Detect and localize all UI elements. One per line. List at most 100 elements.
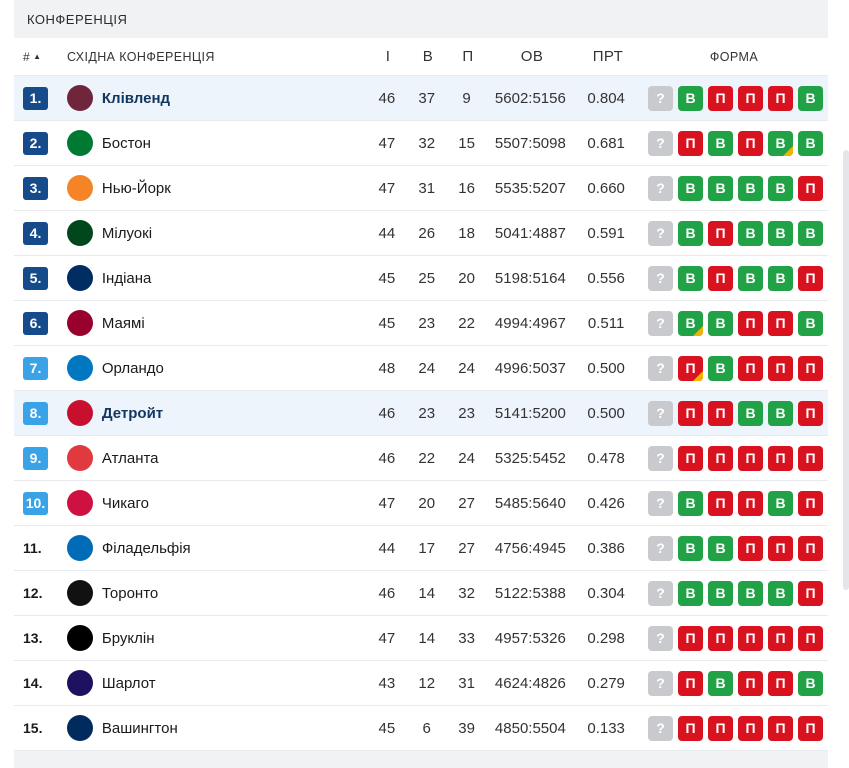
form-loss: П (738, 310, 764, 336)
nets-logo-icon (66, 625, 93, 651)
games-cell: 45 (378, 314, 396, 332)
team-cell[interactable]: Маямі (56, 310, 362, 336)
table-row[interactable]: 12. Торонто 46 14 32 5122:5388 0.304 ? В В… (14, 571, 828, 616)
standings-table: # ▲ СХІДНА КОНФЕРЕНЦІЯ І В П ОВ ПРТ ФОРМ… (14, 38, 828, 751)
team-name[interactable]: Клівленд (101, 89, 171, 107)
team-name[interactable]: Індіана (101, 269, 152, 287)
rank-badge: 6. (23, 311, 48, 335)
losses-cell: 31 (458, 674, 475, 692)
form-cell: ? П П П П П (638, 715, 828, 741)
form-loss: П (678, 670, 704, 696)
rank-cell: 3. (14, 176, 56, 200)
losses-cell: 24 (458, 449, 475, 467)
table-row[interactable]: 6. Маямі 45 23 22 4994:4967 0.511 ? В В П П В (14, 301, 828, 346)
games-cell: 47 (378, 629, 396, 647)
team-cell[interactable]: Індіана (56, 265, 362, 291)
celtics-logo-icon (66, 130, 93, 156)
pct-cell: 0.500 (587, 359, 625, 377)
form-loss: П (678, 715, 704, 741)
table-row[interactable]: 7. Орландо 48 24 24 4996:5037 0.500 ? П В П… (14, 346, 828, 391)
team-cell[interactable]: Вашингтон (56, 715, 362, 741)
rank-badge: 11. (23, 540, 42, 556)
team-cell[interactable]: Орландо (56, 355, 362, 381)
pct-cell: 0.298 (587, 629, 625, 647)
team-name[interactable]: Детройт (101, 404, 164, 422)
rank-badge: 4. (23, 221, 48, 245)
team-name[interactable]: Бостон (101, 134, 151, 152)
form-win: В (708, 175, 734, 201)
rank-badge: 1. (23, 86, 48, 110)
form-cell: ? П В П П В (638, 670, 828, 696)
form-loss: П (738, 625, 764, 651)
form-loss: П (798, 580, 824, 606)
table-row[interactable]: 15. Вашингтон 45 6 39 4850:5504 0.133 ? П… (14, 706, 828, 751)
team-cell[interactable]: Шарлот (56, 670, 362, 696)
table-row[interactable]: 2. Бостон 47 32 15 5507:5098 0.681 ? П В П В… (14, 121, 828, 166)
team-name[interactable]: Орландо (101, 359, 164, 377)
table-row[interactable]: 9. Атланта 46 22 24 5325:5452 0.478 ? П П П… (14, 436, 828, 481)
team-cell[interactable]: Бруклін (56, 625, 362, 651)
form-cell: ? В П П П В (638, 85, 828, 111)
header-rank[interactable]: # ▲ (14, 50, 56, 64)
team-name[interactable]: Мілуокі (101, 224, 153, 242)
pct-cell: 0.426 (587, 494, 625, 512)
wins-cell: 17 (418, 539, 436, 557)
team-cell[interactable]: Детройт (56, 400, 362, 426)
table-header: # ▲ СХІДНА КОНФЕРЕНЦІЯ І В П ОВ ПРТ ФОРМ… (14, 38, 828, 76)
losses-cell: 27 (458, 539, 475, 557)
team-name[interactable]: Чикаго (101, 494, 149, 512)
form-loss: П (768, 445, 794, 471)
team-name[interactable]: Шарлот (101, 674, 156, 692)
team-name[interactable]: Маямі (101, 314, 145, 332)
points-cell: 5141:5200 (494, 404, 566, 422)
scrollbar[interactable] (843, 150, 849, 590)
sort-up-icon[interactable]: ▲ (33, 52, 42, 61)
form-unknown: ? (648, 175, 674, 201)
table-row[interactable]: 5. Індіана 45 25 20 5198:5164 0.556 ? В П В… (14, 256, 828, 301)
table-row[interactable]: 14. Шарлот 43 12 31 4624:4826 0.279 ? П В П… (14, 661, 828, 706)
table-row[interactable]: 3. Нью-Йорк 47 31 16 5535:5207 0.660 ? В В… (14, 166, 828, 211)
table-row[interactable]: 13. Бруклін 47 14 33 4957:5326 0.298 ? П П… (14, 616, 828, 661)
table-row[interactable]: 10. Чикаго 47 20 27 5485:5640 0.426 ? В П П… (14, 481, 828, 526)
form-win: В (768, 490, 794, 516)
team-cell[interactable]: Чикаго (56, 490, 362, 516)
rank-cell: 2. (14, 131, 56, 155)
pct-cell: 0.681 (587, 134, 625, 152)
wins-cell: 22 (418, 449, 436, 467)
team-name[interactable]: Вашингтон (101, 719, 178, 737)
points-cell: 4756:4945 (494, 539, 566, 557)
team-cell[interactable]: Нью-Йорк (56, 175, 362, 201)
wins-cell: 12 (418, 674, 436, 692)
team-cell[interactable]: Клівленд (56, 85, 362, 111)
header-points: ОВ (520, 48, 544, 65)
form-unknown: ? (648, 85, 674, 111)
team-cell[interactable]: Торонто (56, 580, 362, 606)
games-cell: 45 (378, 719, 396, 737)
team-cell[interactable]: Мілуокі (56, 220, 362, 246)
team-cell[interactable]: Атланта (56, 445, 362, 471)
team-name[interactable]: Торонто (101, 584, 159, 602)
table-body: 1. Клівленд 46 37 9 5602:5156 0.804 ? В П П… (14, 76, 828, 751)
team-name[interactable]: Нью-Йорк (101, 179, 171, 197)
table-row[interactable]: 8. Детройт 46 23 23 5141:5200 0.500 ? П П В… (14, 391, 828, 436)
form-unknown: ? (648, 355, 674, 381)
form-loss: П (738, 490, 764, 516)
games-cell: 44 (378, 539, 396, 557)
wins-cell: 6 (422, 719, 431, 737)
table-row[interactable]: 4. Мілуокі 44 26 18 5041:4887 0.591 ? В П В… (14, 211, 828, 256)
table-row[interactable]: 11. Філадельфія 44 17 27 4756:4945 0.386… (14, 526, 828, 571)
team-name[interactable]: Бруклін (101, 629, 155, 647)
form-loss: П (768, 715, 794, 741)
team-cell[interactable]: Філадельфія (56, 535, 362, 561)
losses-cell: 27 (458, 494, 475, 512)
form-win: В (768, 175, 794, 201)
raptors-logo-icon (66, 580, 93, 606)
losses-cell: 15 (458, 134, 475, 152)
rank-cell: 8. (14, 401, 56, 425)
team-name[interactable]: Атланта (101, 449, 159, 467)
team-cell[interactable]: Бостон (56, 130, 362, 156)
table-row[interactable]: 1. Клівленд 46 37 9 5602:5156 0.804 ? В П П… (14, 76, 828, 121)
team-name[interactable]: Філадельфія (101, 539, 191, 557)
bucks-logo-icon (66, 220, 93, 246)
pct-cell: 0.804 (587, 89, 625, 107)
